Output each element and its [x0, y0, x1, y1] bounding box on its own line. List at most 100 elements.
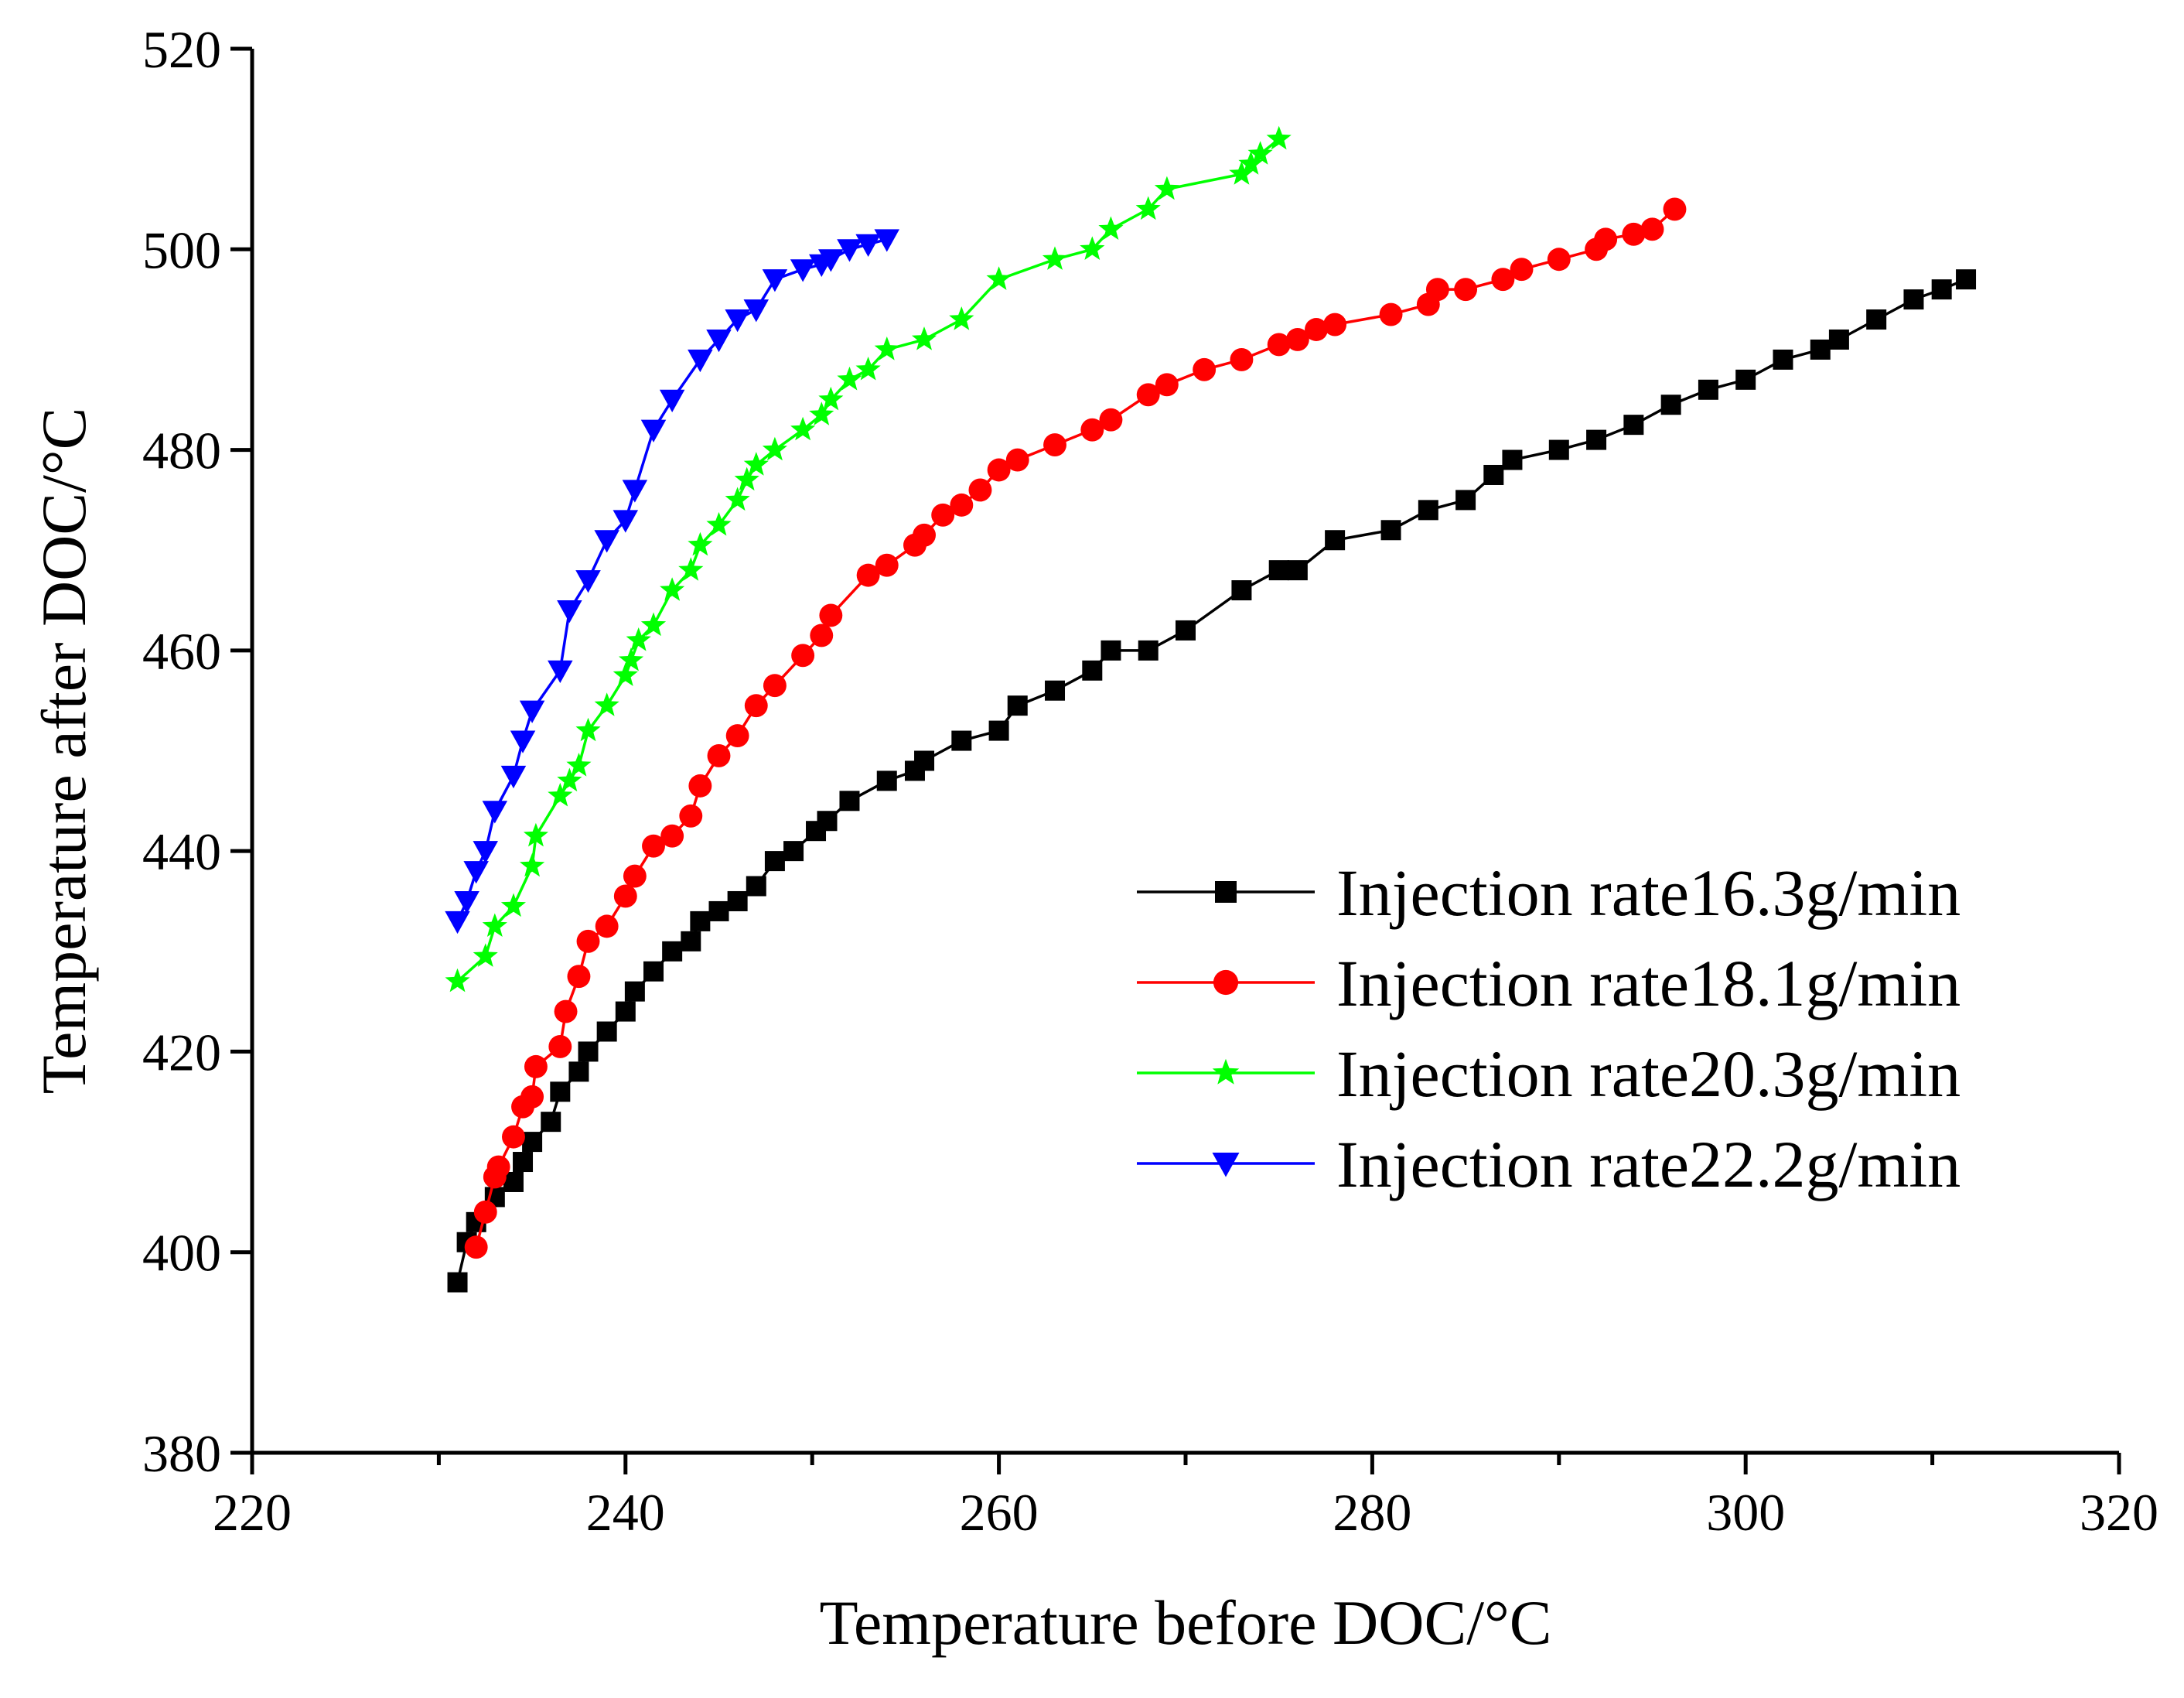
data-point: [1418, 500, 1438, 521]
data-point: [790, 259, 816, 282]
data-point: [950, 493, 974, 517]
data-point: [659, 389, 685, 412]
series-line: [456, 138, 1280, 983]
y-tick-label: 420: [142, 1023, 221, 1081]
data-point: [1380, 520, 1401, 541]
data-point: [615, 1001, 636, 1022]
data-point: [1045, 680, 1066, 701]
data-point: [912, 326, 937, 350]
data-point: [566, 753, 592, 777]
data-point: [1080, 418, 1104, 442]
legend-marker: [1213, 969, 1239, 996]
data-point: [594, 530, 619, 553]
data-point: [1594, 227, 1618, 251]
legend-label: Injection rate18.1g/min: [1336, 946, 1960, 1020]
data-point: [503, 1171, 524, 1192]
data-point: [622, 480, 648, 503]
data-point: [734, 466, 759, 491]
data-point: [1176, 620, 1196, 641]
x-axis-title: Temperature before DOC/°C: [820, 1587, 1552, 1658]
data-point: [707, 744, 731, 767]
data-point: [1231, 580, 1252, 601]
data-point: [613, 884, 637, 908]
y-axis-title: Temperature after DOC/°C: [29, 408, 99, 1095]
data-point: [914, 750, 935, 771]
data-point: [660, 577, 685, 601]
data-point: [1483, 464, 1504, 485]
data-point: [454, 890, 479, 914]
legend-entry: Injection rate22.2g/min: [1137, 1127, 1960, 1201]
data-point: [968, 478, 992, 502]
data-point: [660, 824, 684, 848]
data-point: [725, 724, 749, 748]
legend: Injection rate16.3g/min Injection rate18.…: [1137, 856, 1960, 1201]
data-point: [1193, 357, 1217, 381]
data-point: [640, 419, 667, 442]
data-point: [613, 662, 638, 686]
data-point: [987, 458, 1011, 482]
data-point: [1502, 449, 1523, 470]
data-point: [839, 791, 860, 811]
data-point: [951, 730, 972, 751]
data-point: [548, 1034, 572, 1058]
data-point: [1931, 279, 1952, 300]
y-tick-label: 400: [142, 1224, 221, 1283]
legend-marker: [1215, 881, 1237, 903]
data-point: [1425, 278, 1449, 302]
data-point: [783, 841, 804, 862]
data-point: [510, 730, 536, 753]
data-point: [643, 961, 664, 982]
data-point: [1043, 433, 1066, 457]
data-point: [568, 1061, 589, 1082]
data-point: [1956, 269, 1977, 290]
data-point: [1042, 246, 1068, 270]
data-point: [1267, 333, 1291, 357]
x-tick-label: 300: [1706, 1483, 1785, 1542]
data-point: [550, 1081, 571, 1102]
data-point: [662, 941, 683, 962]
data-point: [567, 965, 591, 989]
data-point: [679, 804, 703, 828]
data-point: [1135, 196, 1161, 220]
data-point: [1773, 349, 1793, 370]
data-point: [502, 1125, 525, 1149]
data-point: [473, 841, 498, 864]
data-point: [790, 416, 816, 441]
data-point: [613, 510, 639, 533]
data-point: [762, 436, 787, 461]
data-point: [856, 563, 880, 587]
series-1: [447, 269, 1977, 1293]
data-point: [809, 401, 834, 425]
y-tick-label: 380: [142, 1424, 221, 1483]
data-point: [1101, 640, 1121, 661]
y-tick-label: 440: [142, 822, 221, 881]
legend-entry: Injection rate20.3g/min: [1137, 1037, 1960, 1111]
data-point: [1454, 278, 1478, 302]
data-point: [519, 700, 545, 723]
x-tick-label: 220: [213, 1483, 292, 1542]
data-point: [1099, 408, 1123, 432]
series-layer: [445, 125, 1977, 1293]
data-point: [554, 999, 578, 1023]
data-point: [1735, 369, 1756, 390]
data-point: [1866, 309, 1887, 330]
data-point: [810, 624, 834, 647]
data-point: [1828, 329, 1849, 350]
data-point: [463, 861, 489, 884]
data-point: [690, 910, 711, 931]
data-point: [1455, 490, 1476, 511]
y-tick-label: 500: [142, 220, 221, 279]
data-point: [791, 644, 815, 668]
data-point: [513, 1152, 534, 1173]
data-point: [855, 357, 881, 381]
data-point: [595, 914, 619, 938]
data-point: [623, 864, 647, 888]
data-point: [1247, 141, 1273, 165]
data-point: [1229, 161, 1254, 185]
data-point: [1155, 373, 1179, 397]
data-point: [1325, 530, 1346, 551]
data-point: [548, 782, 573, 807]
data-point: [725, 487, 750, 511]
legend-marker: [1212, 1153, 1240, 1177]
data-point: [578, 1041, 599, 1062]
